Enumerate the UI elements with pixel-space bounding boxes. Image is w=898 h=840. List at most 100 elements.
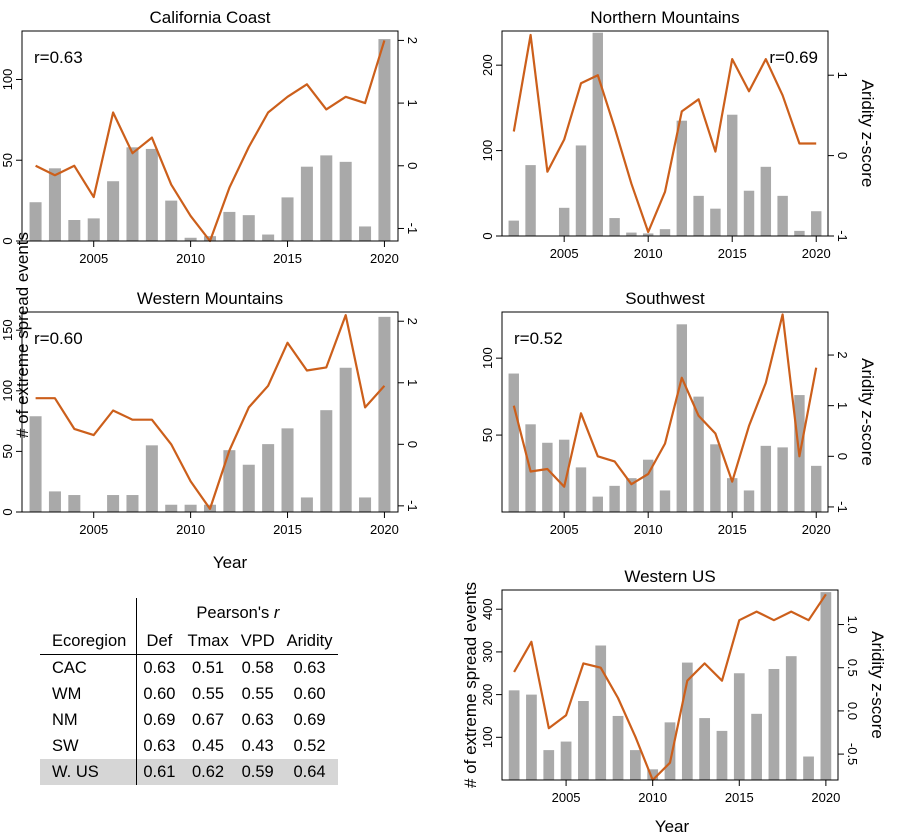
table-caption-row: Pearson's r (40, 598, 338, 628)
table-caption: Pearson's r (196, 603, 280, 622)
bar-sw-2007 (592, 496, 603, 512)
x-tick-label-nm: 2010 (634, 246, 663, 261)
x-tick-label-wm: 2010 (176, 522, 205, 537)
table-cell: 0.45 (192, 736, 225, 755)
y-right-tick-label-nm: -1 (835, 230, 850, 242)
table-cell: 0.62 (181, 759, 235, 785)
bar-us-2006 (578, 701, 589, 780)
x-tick-label-us: 2010 (638, 790, 667, 805)
bar-wm-2004 (68, 495, 81, 512)
bar-cac-2002 (29, 202, 42, 241)
left-ylabel-western-us: # of extreme spread events (461, 582, 480, 788)
table-cell: 0.51 (192, 658, 225, 677)
x-tick-label-cac: 2005 (79, 251, 108, 266)
bar-us-2009 (629, 750, 641, 780)
y-right-tick-label-wm: -1 (405, 500, 420, 512)
chart-title-wm: Western Mountains (137, 289, 283, 308)
bar-nm-2009 (626, 232, 637, 236)
y-right-tick-label-sw: 2 (835, 351, 850, 358)
bar-wm-2002 (29, 416, 42, 512)
y-right-tick-label-cac: 0 (405, 162, 420, 169)
x-tick-label-wm: 2005 (79, 522, 108, 537)
y-right-tick-label-sw: 0 (835, 453, 850, 460)
x-tick-label-us: 2020 (811, 790, 840, 805)
table-cell: 0.63 (143, 658, 176, 677)
x-tick-label-cac: 2020 (370, 251, 399, 266)
x-tick-label-cac: 2015 (273, 251, 302, 266)
plot-frame-sw (501, 311, 829, 513)
bar-sw-2013 (693, 396, 704, 512)
x-tick-label-cac: 2010 (176, 251, 205, 266)
y-right-tick-label-wm: 1 (405, 379, 420, 386)
y-left-tick-label-nm: 200 (480, 54, 495, 76)
y-left-tick-label-us: 200 (480, 684, 495, 706)
y-left-tick-label-wm: 0 (0, 508, 15, 515)
table-caption-var: r (273, 603, 280, 622)
y-left-tick-label-nm: 0 (480, 232, 495, 239)
bar-cac-2007 (126, 147, 139, 241)
y-right-tick-label-wm: 0 (405, 441, 420, 448)
y-left-tick-label-cac: 0 (0, 237, 15, 244)
correlation-annotation-cac: r=0.63 (34, 48, 83, 67)
table-cell: 0.63 (143, 736, 176, 755)
y-right-tick-label-cac: -1 (405, 223, 420, 235)
bar-cac-2018 (339, 161, 352, 241)
bar-wm-2009 (165, 504, 178, 512)
bar-wm-2003 (48, 491, 61, 512)
bar-nm-2016 (743, 190, 755, 236)
table-cell: SW (40, 733, 138, 759)
table-cell: NM (40, 707, 138, 733)
bar-cac-2008 (145, 148, 158, 241)
table-header-cell: VPD (234, 628, 281, 655)
table-row: CAC 0.63 0.51 0.58 0.63 (40, 654, 338, 681)
bar-wm-2018 (339, 367, 352, 512)
table-cell: 0.58 (241, 658, 274, 677)
table-cell: 0.63 (293, 658, 326, 677)
bar-us-2014 (716, 730, 728, 780)
y-right-tick-label-sw: 1 (835, 402, 850, 409)
bar-sw-2018 (777, 447, 788, 512)
bar-nm-2002 (508, 220, 519, 236)
y-left-tick-label-us: 100 (480, 726, 495, 748)
table-cell: 0.63 (241, 710, 274, 729)
table-cell: WM (40, 681, 138, 707)
table-header-cell: Def (136, 628, 182, 655)
bar-us-2010 (647, 769, 659, 780)
bar-nm-2017 (760, 166, 772, 236)
bar-wm-2020 (378, 316, 391, 512)
chart-title-sw: Southwest (625, 289, 705, 308)
aridity-line-wm (35, 314, 386, 510)
y-left-tick-label-sw: 100 (480, 347, 495, 369)
x-tick-label-wm: 2015 (273, 522, 302, 537)
bar-sw-2020 (811, 465, 822, 512)
chart-title-nm: Northern Mountains (590, 8, 739, 27)
table-header-row: Ecoregion Def Tmax VPD Aridity (40, 628, 339, 655)
bar-cac-2014 (262, 234, 275, 241)
bar-wm-2019 (359, 497, 372, 512)
table-cell: W. US (40, 759, 138, 785)
bar-sw-2005 (558, 439, 570, 512)
plot-frame-nm (501, 30, 829, 237)
bar-wm-2016 (300, 497, 313, 512)
y-right-tick-label-us: 0.0 (845, 702, 860, 720)
aridity-line-us (513, 593, 827, 782)
bar-wm-2017 (320, 410, 333, 512)
bar-sw-2008 (609, 485, 620, 512)
bar-us-2016 (751, 713, 762, 780)
y-left-tick-label-wm: 100 (0, 380, 15, 402)
pearson-table: Pearson's r Ecoregion Def Tmax VPD Aridi… (40, 598, 420, 822)
bar-nm-2005 (558, 207, 570, 236)
bar-wm-2010 (184, 504, 197, 512)
xlabel-top: Year (213, 553, 248, 572)
table-cell: 0.60 (143, 684, 176, 703)
y-right-tick-label-nm: 1 (835, 72, 850, 79)
plot-frame-us (501, 589, 839, 781)
y-left-tick-label-cac: 50 (0, 153, 15, 167)
bar-us-2017 (768, 668, 780, 780)
bar-cac-2005 (87, 218, 100, 241)
bar-wm-2014 (262, 444, 275, 512)
chart-title-cac: California Coast (150, 8, 271, 27)
bar-sw-2016 (743, 490, 755, 512)
